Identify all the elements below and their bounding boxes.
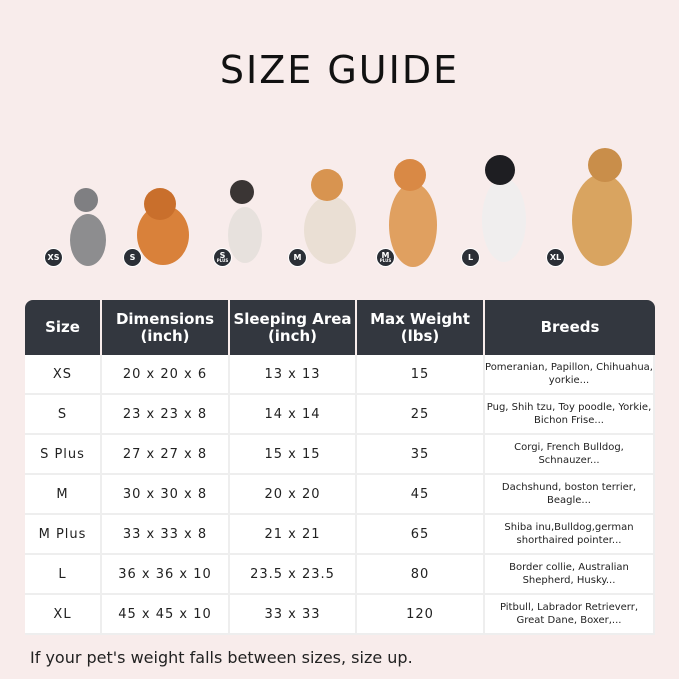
sleeping-area-cell: 33 x 33 [230,595,357,635]
size-badge-m-plus: M PLUS [376,248,395,267]
table-row: XS 20 x 20 x 6 13 x 13 15 Pomeranian, Papill… [25,355,655,395]
sleeping-area-cell: 23.5 x 23.5 [230,555,357,595]
sleeping-area-cell: 21 x 21 [230,515,357,555]
border-collie-l-image [482,155,526,262]
max-weight-cell: 45 [357,475,485,515]
table-row: M Plus 33 x 33 x 8 21 x 21 65 Shiba inu,Bull… [25,515,655,555]
dimensions-cell: 36 x 36 x 10 [102,555,230,595]
table-row: L 36 x 36 x 10 23.5 x 23.5 80 Border collie,… [25,555,655,595]
breeds-cell: Pitbull, Labrador Retrieverr, Great Dane… [485,595,655,635]
size-cell: M Plus [25,515,102,555]
page-title: SIZE GUIDE [219,48,460,92]
size-badge-s-plus: S PLUS [213,248,232,267]
column-header: Breeds [485,300,655,355]
breeds-cell: Pomeranian, Papillon, Chihuahua, yorkie.… [485,355,655,395]
pets-illustration [70,148,632,267]
table-row: XL 45 x 45 x 10 33 x 33 120 Pitbull, Labrado… [25,595,655,635]
breeds-cell: Dachshund, boston terrier, Beagle... [485,475,655,515]
table-row: S 23 x 23 x 8 14 x 14 25 Pug, Shih tzu, Toy … [25,395,655,435]
max-weight-cell: 120 [357,595,485,635]
size-table: Size Dimensions (inch) Sleeping Area (inch… [25,300,655,635]
max-weight-cell: 65 [357,515,485,555]
table-header-row: Size Dimensions (inch) Sleeping Area (inch… [25,300,655,355]
pomeranian-s-image [137,188,189,265]
size-badge-s: S [123,248,142,267]
dimensions-cell: 27 x 27 x 8 [102,435,230,475]
breeds-cell: Shiba inu,Bulldog,german shorthaired poi… [485,515,655,555]
size-cell: S [25,395,102,435]
dimensions-cell: 45 x 45 x 10 [102,595,230,635]
dimensions-cell: 20 x 20 x 6 [102,355,230,395]
max-weight-cell: 80 [357,555,485,595]
breeds-cell: Corgi, French Bulldog, Schnauzer... [485,435,655,475]
french-bulldog-splus-image [228,180,262,263]
column-header: Max Weight (lbs) [357,300,485,355]
size-cell: M [25,475,102,515]
size-badge-m: M [288,248,307,267]
shiba-mplus-image [389,159,437,267]
max-weight-cell: 25 [357,395,485,435]
size-cell: L [25,555,102,595]
corgi-m-image [304,169,356,264]
column-header: Sleeping Area (inch) [230,300,357,355]
size-badge-xl: XL [546,248,565,267]
breeds-cell: Border collie, Australian Shepherd, Husk… [485,555,655,595]
sleeping-area-cell: 14 x 14 [230,395,357,435]
size-cell: S Plus [25,435,102,475]
max-weight-cell: 15 [357,355,485,395]
column-header: Size [25,300,102,355]
size-cell: XL [25,595,102,635]
dimensions-cell: 33 x 33 x 8 [102,515,230,555]
cat-xs-image [70,188,106,266]
dimensions-cell: 23 x 23 x 8 [102,395,230,435]
size-badge-xs: XS [44,248,63,267]
sleeping-area-cell: 20 x 20 [230,475,357,515]
column-header: Dimensions (inch) [102,300,230,355]
table-row: S Plus 27 x 27 x 8 15 x 15 35 Corgi, French … [25,435,655,475]
footer-note: If your pet's weight falls between sizes… [30,648,413,667]
table-row: M 30 x 30 x 8 20 x 20 45 Dachshund, boston t… [25,475,655,515]
size-badge-l: L [461,248,480,267]
sleeping-area-cell: 15 x 15 [230,435,357,475]
max-weight-cell: 35 [357,435,485,475]
size-cell: XS [25,355,102,395]
sleeping-area-cell: 13 x 13 [230,355,357,395]
breeds-cell: Pug, Shih tzu, Toy poodle, Yorkie, Bicho… [485,395,655,435]
golden-retriever-xl-image [572,148,632,266]
dimensions-cell: 30 x 30 x 8 [102,475,230,515]
